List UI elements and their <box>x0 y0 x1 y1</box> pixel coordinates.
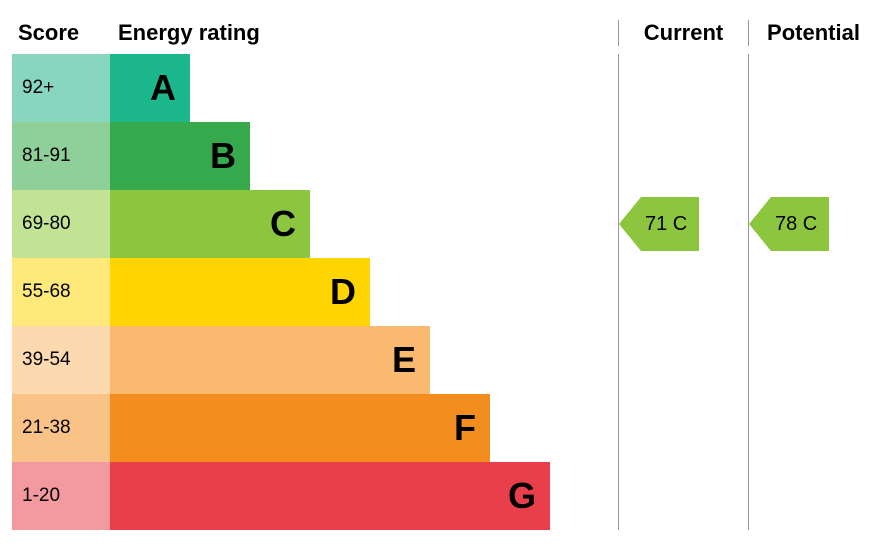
header-rating: Energy rating <box>110 20 618 46</box>
potential-empty-cell <box>748 54 878 122</box>
current-empty-cell <box>618 258 748 326</box>
potential-empty-cell <box>748 326 878 394</box>
potential-marker-label: 78 C <box>775 213 817 236</box>
bar-area: B <box>110 122 618 190</box>
score-range: 39-54 <box>12 326 110 394</box>
current-empty-cell <box>618 462 748 530</box>
rating-bar-d: D <box>110 258 370 326</box>
potential-empty-cell <box>748 462 878 530</box>
potential-marker: 78 C <box>749 197 829 251</box>
bar-area: G <box>110 462 618 530</box>
bar-area: F <box>110 394 618 462</box>
bar-area: E <box>110 326 618 394</box>
rating-bar-f: F <box>110 394 490 462</box>
current-empty-cell <box>618 122 748 190</box>
rating-row-b: 81-91B <box>12 122 878 190</box>
current-empty-cell <box>618 54 748 122</box>
energy-rating-chart: Score Energy rating Current Potential 92… <box>12 12 878 530</box>
current-empty-cell <box>618 326 748 394</box>
rating-row-a: 92+A <box>12 54 878 122</box>
score-range: 21-38 <box>12 394 110 462</box>
score-range: 69-80 <box>12 190 110 258</box>
current-marker: 71 C <box>619 197 699 251</box>
potential-empty-cell <box>748 122 878 190</box>
rating-row-c: 69-80C 71 C 78 C <box>12 190 878 258</box>
bar-area: A <box>110 54 618 122</box>
rating-bar-b: B <box>110 122 250 190</box>
current-empty-cell <box>618 394 748 462</box>
rating-bar-a: A <box>110 54 190 122</box>
current-marker-cell: 71 C <box>618 190 748 258</box>
rating-row-f: 21-38F <box>12 394 878 462</box>
rating-bar-e: E <box>110 326 430 394</box>
header-current: Current <box>618 20 748 46</box>
potential-empty-cell <box>748 258 878 326</box>
score-range: 1-20 <box>12 462 110 530</box>
rating-row-g: 1-20G <box>12 462 878 530</box>
rating-rows: 92+A81-91B69-80C 71 C 78 C 55-68D39-54E21-3… <box>12 54 878 530</box>
rating-bar-c: C <box>110 190 310 258</box>
score-range: 92+ <box>12 54 110 122</box>
potential-marker-cell: 78 C <box>748 190 878 258</box>
rating-row-d: 55-68D <box>12 258 878 326</box>
header-row: Score Energy rating Current Potential <box>12 12 878 54</box>
rating-bar-g: G <box>110 462 550 530</box>
header-score: Score <box>12 20 110 46</box>
header-potential: Potential <box>748 20 878 46</box>
rating-row-e: 39-54E <box>12 326 878 394</box>
score-range: 81-91 <box>12 122 110 190</box>
potential-empty-cell <box>748 394 878 462</box>
score-range: 55-68 <box>12 258 110 326</box>
bar-area: C <box>110 190 618 258</box>
bar-area: D <box>110 258 618 326</box>
current-marker-label: 71 C <box>645 213 687 236</box>
